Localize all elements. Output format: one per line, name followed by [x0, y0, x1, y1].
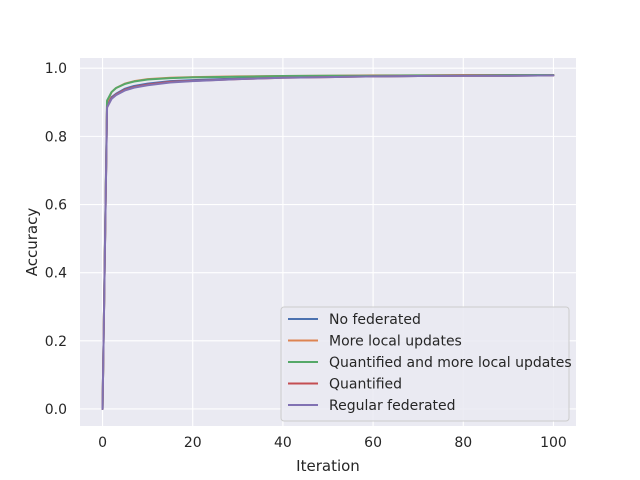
y-tick-label: 0.0	[45, 402, 67, 418]
legend-entry-label: Quantified and more local updates	[329, 355, 572, 371]
y-axis-ticks: 0.0 0.2 0.4 0.6 0.8 1.0	[45, 61, 67, 418]
series-lines	[101, 74, 555, 410]
y-tick-label: 0.4	[45, 266, 67, 282]
x-axis-label: Iteration	[296, 457, 360, 475]
legend-entry-label: Quantified	[329, 377, 402, 393]
legend: No federated More local updates Quantified…	[280, 306, 572, 422]
legend-entry-label: Regular federated	[329, 398, 456, 414]
y-axis-label: Accuracy	[23, 208, 41, 277]
y-tick-label: 0.2	[45, 334, 67, 350]
legend-entry-label: More local updates	[329, 334, 462, 350]
series-line-5	[101, 74, 555, 410]
x-tick-label: 80	[454, 435, 472, 451]
legend-box	[280, 306, 570, 422]
x-tick-label: 20	[184, 435, 202, 451]
x-tick-label: 100	[540, 435, 567, 451]
legend-entry-label: No federated	[329, 312, 421, 328]
y-tick-label: 0.6	[45, 198, 67, 214]
x-tick-label: 60	[364, 435, 382, 451]
x-tick-label: 0	[98, 435, 107, 451]
y-tick-label: 1.0	[45, 61, 67, 77]
x-axis-ticks: 0 20 40 60 80 100	[98, 435, 567, 451]
y-tick-label: 0.8	[45, 129, 67, 145]
x-tick-label: 40	[274, 435, 292, 451]
grid-lines	[80, 58, 576, 426]
